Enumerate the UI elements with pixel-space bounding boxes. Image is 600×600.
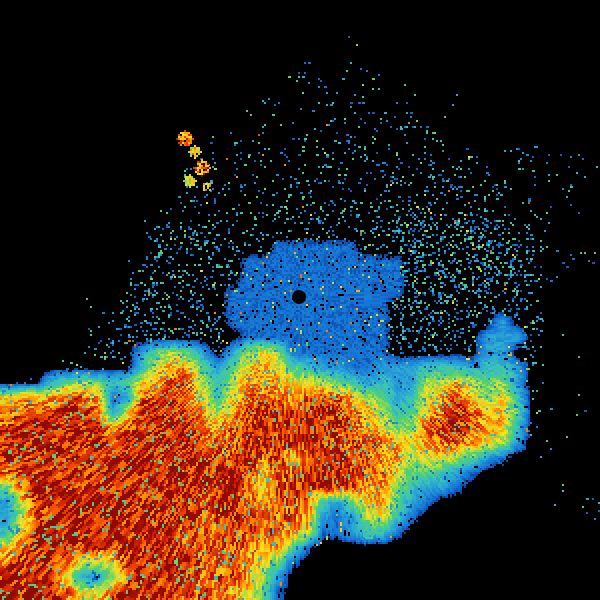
reflectivity-heatmap-canvas	[0, 0, 600, 600]
radar-display	[0, 0, 600, 600]
